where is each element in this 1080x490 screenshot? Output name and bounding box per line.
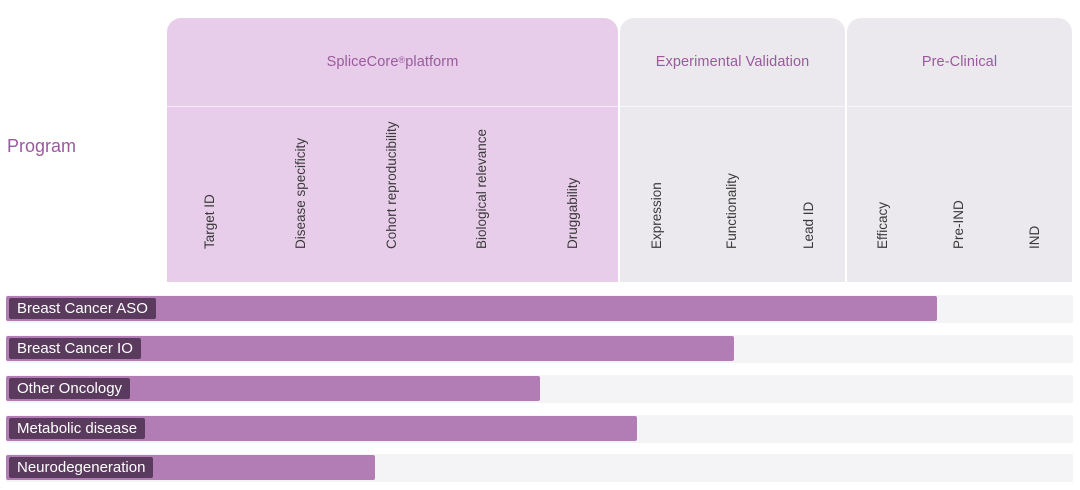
column-biological-relevance: Biological relevance	[474, 128, 489, 249]
column-efficacy: Efficacy	[875, 201, 890, 249]
phase-splicecore-platform: SpliceCore ® platform Target ID Disease s…	[167, 18, 618, 282]
program-row: Metabolic disease	[6, 415, 1073, 443]
phase-experimental-validation: Experimental Validation Expression Funct…	[620, 18, 845, 282]
column-ind: IND	[1027, 225, 1042, 249]
program-row: Breast Cancer ASO	[6, 295, 1073, 323]
program-name: Breast Cancer IO	[9, 338, 141, 359]
phase-pre-clinical: Pre-Clinical Efficacy Pre-IND IND	[847, 18, 1072, 282]
column-pre-ind: Pre-IND	[951, 200, 966, 249]
program-heading: Program	[7, 136, 77, 156]
program-name: Other Oncology	[9, 378, 131, 399]
program-row: Neurodegeneration	[6, 454, 1073, 482]
column-cohort-reproducibility: Cohort reproducibility	[384, 121, 399, 249]
phase-columns: Expression Functionality Lead ID	[620, 107, 845, 282]
registered-mark: ®	[398, 55, 406, 65]
phase-divider	[620, 106, 845, 107]
progress-bar	[6, 296, 937, 321]
phase-divider	[847, 106, 1072, 107]
program-name: Metabolic disease	[9, 418, 146, 439]
program-name: Neurodegeneration	[9, 457, 154, 478]
phase-title-suffix: platform	[405, 54, 459, 70]
phase-columns: Target ID Disease specificity Cohort rep…	[167, 107, 618, 282]
phase-columns: Efficacy Pre-IND IND	[847, 107, 1072, 282]
column-druggability: Druggability	[565, 177, 580, 249]
phase-divider	[167, 106, 618, 107]
phase-title-main: Pre-Clinical	[921, 54, 998, 70]
phase-title: SpliceCore ® platform	[167, 18, 618, 106]
column-functionality: Functionality	[724, 173, 739, 249]
program-name: Breast Cancer ASO	[9, 298, 156, 319]
phase-title-main: SpliceCore	[326, 54, 399, 70]
column-lead-id: Lead ID	[801, 201, 816, 249]
phase-title: Pre-Clinical	[847, 18, 1072, 106]
column-target-id: Target ID	[202, 194, 217, 249]
phase-title: Experimental Validation	[620, 18, 845, 106]
program-row: Breast Cancer IO	[6, 335, 1073, 363]
column-disease-specificity: Disease specificity	[293, 137, 308, 249]
phase-title-main: Experimental Validation	[655, 54, 810, 70]
column-expression: Expression	[649, 182, 664, 249]
program-row: Other Oncology	[6, 375, 1073, 403]
